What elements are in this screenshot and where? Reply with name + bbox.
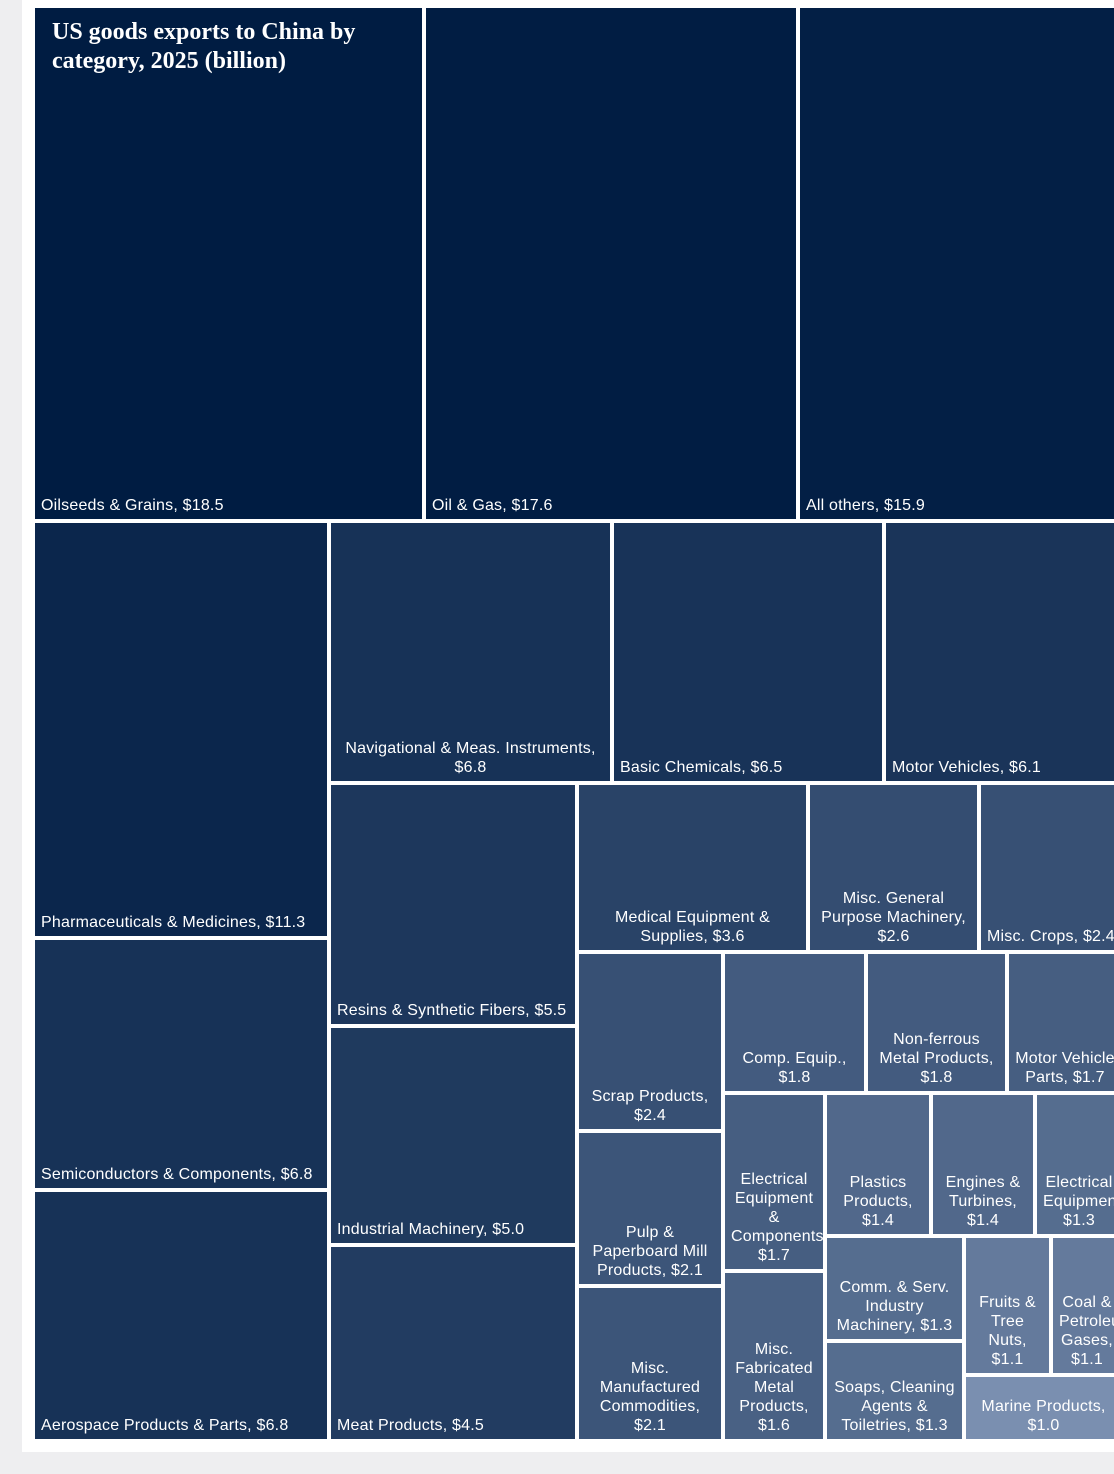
tile: Engines & Turbines, $1.4 — [933, 1095, 1033, 1234]
tile: Motor Vehicles, $6.1 — [886, 523, 1114, 781]
tile-label: Comm. & Serv. Industry Machinery, $1.3 — [836, 1279, 953, 1334]
tile-label: Engines & Turbines, $1.4 — [945, 1174, 1021, 1229]
tile-label: Scrap Products, $2.4 — [591, 1088, 709, 1124]
tile-label: Marine Products, $1.0 — [981, 1398, 1106, 1434]
tile-label: All others, $15.9 — [806, 497, 926, 514]
tile-label: Electrical Equipment & Components, $1.7 — [731, 1171, 823, 1264]
tile-label: Misc. Crops, $2.4 — [987, 928, 1114, 945]
tile-label: Non-ferrous Metal Products, $1.8 — [879, 1031, 994, 1086]
tile: Misc. Fabricated Metal Products, $1.6 — [725, 1273, 823, 1439]
tile: Pulp & Paperboard Mill Products, $2.1 — [579, 1133, 721, 1284]
tile-label: Coal & Petroleum Gases, $1.1 — [1059, 1294, 1114, 1368]
tile-label: Misc. Fabricated Metal Products, $1.6 — [735, 1341, 813, 1434]
tile: Semiconductors & Components, $6.8 — [35, 940, 327, 1188]
tile: Motor Vehicle Parts, $1.7 — [1009, 954, 1114, 1091]
tile-label: Navigational & Meas. Instruments, $6.8 — [345, 740, 596, 776]
tile-label: Pharmaceuticals & Medicines, $11.3 — [41, 914, 306, 931]
tile-label: Fruits & Tree Nuts, $1.1 — [979, 1294, 1036, 1368]
tile: Medical Equipment & Supplies, $3.6 — [579, 785, 806, 950]
tile-label: Basic Chemicals, $6.5 — [620, 759, 783, 776]
tile-label: Industrial Machinery, $5.0 — [337, 1221, 525, 1238]
tile: Basic Chemicals, $6.5 — [614, 523, 882, 781]
tile: Oil & Gas, $17.6 — [426, 8, 796, 519]
tile-label: Plastics Products, $1.4 — [843, 1174, 913, 1229]
tile: Soaps, Cleaning Agents & Toiletries, $1.… — [827, 1343, 962, 1439]
tile: Resins & Synthetic Fibers, $5.5 — [331, 785, 575, 1024]
tile: Oilseeds & Grains, $18.5 — [35, 8, 422, 519]
chart-title: US goods exports to China by category, 2… — [52, 19, 356, 74]
tile-label: Oilseeds & Grains, $18.5 — [41, 497, 224, 514]
tile: Marine Products, $1.0 — [966, 1377, 1114, 1439]
tile: Misc. General Purpose Machinery, $2.6 — [810, 785, 977, 950]
tile: All others, $15.9 — [800, 8, 1114, 519]
tile-label: Pulp & Paperboard Mill Products, $2.1 — [592, 1224, 708, 1279]
tile: Aerospace Products & Parts, $6.8 — [35, 1192, 327, 1439]
tile-label: Semiconductors & Components, $6.8 — [41, 1166, 313, 1183]
tile: Electrical Equipment, $1.3 — [1037, 1095, 1114, 1234]
tile-label: Comp. Equip., $1.8 — [742, 1050, 847, 1086]
tile: Comm. & Serv. Industry Machinery, $1.3 — [827, 1238, 962, 1339]
tile: Plastics Products, $1.4 — [827, 1095, 929, 1234]
tile: Coal & Petroleum Gases, $1.1 — [1053, 1238, 1114, 1373]
tile-label: Electrical Equipment, $1.3 — [1043, 1174, 1114, 1229]
tile-label: Medical Equipment & Supplies, $3.6 — [615, 909, 770, 945]
tile-label: Motor Vehicles, $6.1 — [892, 759, 1041, 776]
tile-label: Aerospace Products & Parts, $6.8 — [41, 1417, 289, 1434]
tile: Electrical Equipment & Components, $1.7 — [725, 1095, 823, 1269]
tile: Industrial Machinery, $5.0 — [331, 1028, 575, 1243]
tile-label: Misc. General Purpose Machinery, $2.6 — [821, 890, 966, 945]
tile: Non-ferrous Metal Products, $1.8 — [868, 954, 1005, 1091]
tile: Fruits & Tree Nuts, $1.1 — [966, 1238, 1049, 1373]
tile-label: Meat Products, $4.5 — [337, 1417, 484, 1434]
tile: Navigational & Meas. Instruments, $6.8 — [331, 523, 610, 781]
tile-label: Motor Vehicle Parts, $1.7 — [1015, 1050, 1114, 1086]
tile-label: Misc. Manufactured Commodities, $2.1 — [599, 1360, 701, 1434]
tile: Scrap Products, $2.4 — [579, 954, 721, 1129]
tile-label: Soaps, Cleaning Agents & Toiletries, $1.… — [834, 1379, 955, 1434]
tile: Misc. Manufactured Commodities, $2.1 — [579, 1288, 721, 1439]
tile: Comp. Equip., $1.8 — [725, 954, 864, 1091]
tile-label: Oil & Gas, $17.6 — [432, 497, 553, 514]
tile: Pharmaceuticals & Medicines, $11.3 — [35, 523, 327, 936]
tile-label: Resins & Synthetic Fibers, $5.5 — [337, 1002, 567, 1019]
tile: Misc. Crops, $2.4 — [981, 785, 1114, 950]
tile: Meat Products, $4.5 — [331, 1247, 575, 1439]
